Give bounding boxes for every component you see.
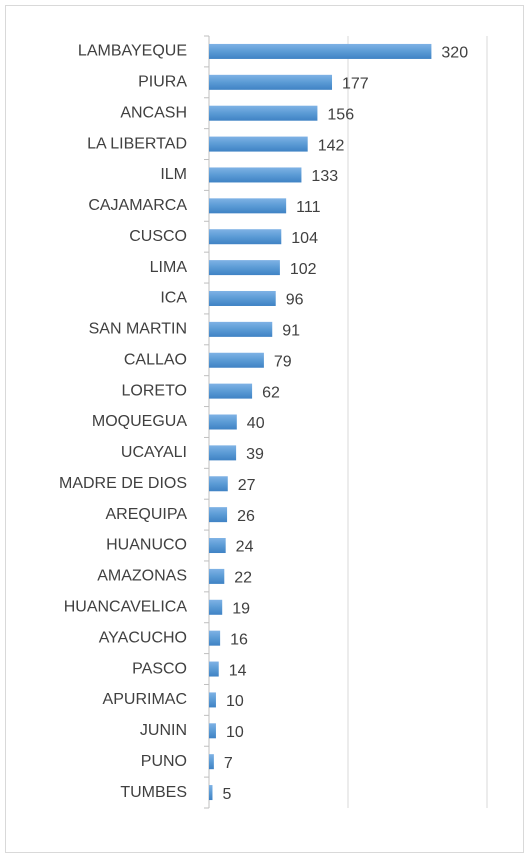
bar bbox=[209, 105, 318, 121]
data-label: 5 bbox=[222, 786, 231, 803]
data-label: 19 bbox=[232, 600, 250, 617]
data-label: 156 bbox=[327, 106, 354, 123]
y-tick-label: CUSCO bbox=[129, 228, 187, 245]
data-label: 96 bbox=[286, 292, 304, 309]
y-tick-label: SAN MARTIN bbox=[89, 321, 187, 338]
bar bbox=[209, 414, 237, 430]
y-tick-label: PUNO bbox=[141, 753, 187, 770]
y-tick-label: UCAYALI bbox=[121, 444, 187, 461]
bar bbox=[209, 476, 228, 492]
bar bbox=[209, 538, 226, 554]
y-tick-label: PIURA bbox=[138, 74, 187, 91]
bar bbox=[209, 692, 216, 708]
bar bbox=[209, 630, 221, 646]
data-label: 40 bbox=[247, 415, 265, 432]
bar bbox=[209, 43, 432, 59]
y-tick-label: ICA bbox=[160, 290, 187, 307]
data-label: 26 bbox=[237, 508, 255, 525]
data-label: 142 bbox=[318, 137, 345, 154]
data-label: 39 bbox=[246, 446, 264, 463]
y-tick-label: MADRE DE DIOS bbox=[59, 475, 187, 492]
data-label: 102 bbox=[290, 261, 317, 278]
bar bbox=[209, 445, 237, 461]
bar bbox=[209, 290, 276, 306]
y-tick-label: TUMBES bbox=[120, 784, 187, 801]
y-tick-label: ILM bbox=[160, 166, 187, 183]
data-label: 7 bbox=[224, 755, 233, 772]
y-tick-label: JUNIN bbox=[140, 722, 187, 739]
y-tick-label: HUANCAVELICA bbox=[64, 598, 188, 615]
y-tick-label: LORETO bbox=[122, 382, 188, 399]
y-tick-label: ANCASH bbox=[120, 104, 187, 121]
y-tick-label: CAJAMARCA bbox=[88, 197, 187, 214]
bar bbox=[209, 352, 264, 368]
data-label: 91 bbox=[282, 323, 300, 340]
data-label: 111 bbox=[296, 199, 320, 216]
y-tick-label: AMAZONAS bbox=[97, 568, 187, 585]
y-tick-label: HUANUCO bbox=[106, 537, 187, 554]
y-tick-label: AYACUCHO bbox=[99, 629, 187, 646]
y-tick-label: LA LIBERTAD bbox=[87, 135, 187, 152]
y-tick-label: MOQUEGUA bbox=[92, 413, 187, 430]
data-label: 14 bbox=[229, 662, 247, 679]
bar bbox=[209, 167, 302, 183]
data-label: 79 bbox=[274, 353, 292, 370]
data-label: 27 bbox=[238, 477, 256, 494]
bar bbox=[209, 229, 282, 245]
data-label: 16 bbox=[230, 631, 248, 648]
data-label: 177 bbox=[342, 76, 369, 93]
y-tick-label: LIMA bbox=[150, 259, 188, 276]
y-tick-label: APURIMAC bbox=[103, 691, 187, 708]
bar bbox=[209, 136, 308, 152]
data-label: 10 bbox=[226, 724, 244, 741]
data-label: 24 bbox=[236, 539, 254, 556]
bar bbox=[209, 661, 219, 677]
data-label: 10 bbox=[226, 693, 244, 710]
bar bbox=[209, 599, 223, 615]
bar bbox=[209, 754, 214, 770]
bar bbox=[209, 74, 333, 90]
bar bbox=[209, 507, 228, 523]
data-label: 104 bbox=[291, 230, 318, 247]
data-label: 320 bbox=[441, 45, 468, 62]
bar bbox=[209, 785, 213, 801]
y-tick-label: AREQUIPA bbox=[106, 506, 188, 523]
bar bbox=[209, 723, 216, 739]
bar bbox=[209, 260, 280, 276]
data-label: 133 bbox=[311, 168, 338, 185]
bar bbox=[209, 321, 273, 337]
bar bbox=[209, 198, 287, 214]
y-tick-label: CALLAO bbox=[124, 351, 187, 368]
data-label: 22 bbox=[234, 570, 252, 587]
bar bbox=[209, 568, 225, 584]
y-tick-label: PASCO bbox=[132, 660, 187, 677]
y-tick-label: LAMBAYEQUE bbox=[78, 43, 187, 60]
bar bbox=[209, 383, 253, 399]
data-label: 62 bbox=[262, 384, 280, 401]
